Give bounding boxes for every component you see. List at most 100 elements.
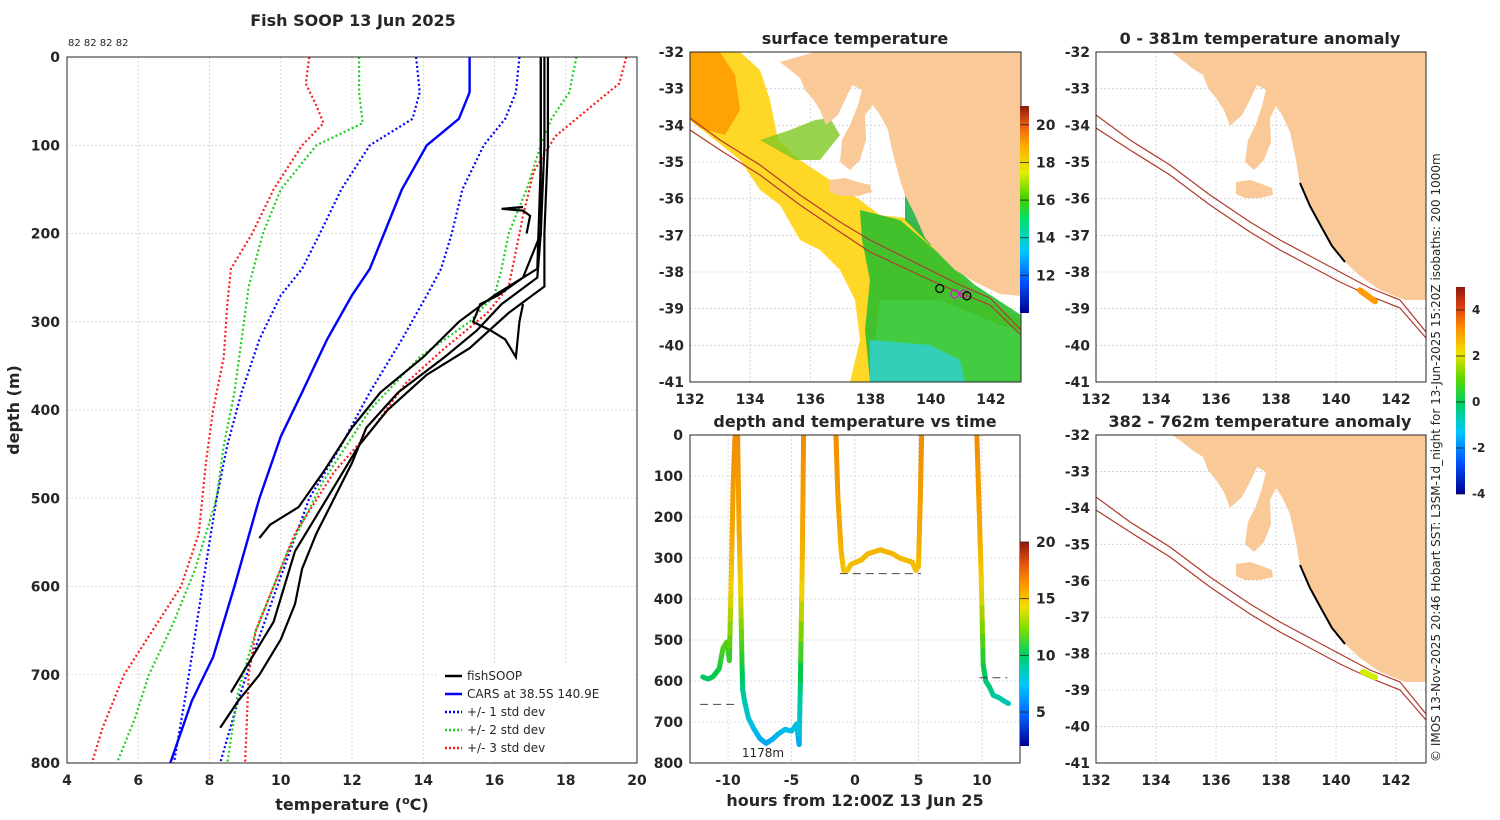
credit-text: © IMOS 13-Nov-2025 20:46 Hobart SST: L3S… bbox=[1429, 153, 1443, 762]
anomaly-deep-land bbox=[1172, 435, 1426, 682]
depth-time-ytick: 500 bbox=[654, 633, 683, 649]
anomaly-deep-ytick: -35 bbox=[1065, 537, 1090, 553]
profile-ytick: 500 bbox=[31, 491, 60, 507]
anomaly-deep-xtick: 134 bbox=[1141, 773, 1170, 789]
anomaly-deep-body bbox=[1096, 435, 1426, 763]
sst-map-xtick: 132 bbox=[675, 392, 704, 408]
profile-xtick: 4 bbox=[62, 773, 72, 789]
anomaly-shallow-panel: 0 - 381m temperature anomaly 132 134 136 13… bbox=[1065, 29, 1427, 408]
anomaly-deep-ytick: -41 bbox=[1065, 756, 1090, 772]
depth-time-xlabel: hours from 12:00Z 13 Jun 25 bbox=[726, 791, 983, 810]
sst-isobath-200 bbox=[690, 117, 1021, 331]
sst-isobath-1000 bbox=[690, 129, 1021, 336]
depth-time-ytick: 200 bbox=[654, 510, 683, 526]
profile-xtick: 18 bbox=[556, 773, 575, 789]
anomaly-deep-title: 382 - 762m temperature anomaly bbox=[1109, 412, 1412, 431]
sst-map-body bbox=[690, 52, 1021, 382]
anomaly-cbar-tick: 2 bbox=[1472, 349, 1480, 363]
profile-ylabel: depth (m) bbox=[4, 365, 23, 455]
depth-time-ytick: 600 bbox=[654, 674, 683, 690]
anomaly-shallow-ytick: -37 bbox=[1065, 228, 1090, 244]
anomaly-deep-ytick: -33 bbox=[1065, 464, 1090, 480]
sst-map-land bbox=[780, 52, 1021, 296]
anomaly-shallow-xtick: 132 bbox=[1081, 392, 1110, 408]
anomaly-shallow-ytick: -32 bbox=[1065, 45, 1090, 61]
cast-marker bbox=[962, 291, 972, 301]
anomaly-deep-ytick: -38 bbox=[1065, 647, 1090, 663]
profile-xlabel: temperature (oC) bbox=[275, 794, 428, 815]
sst-map-ytick: -39 bbox=[659, 302, 684, 318]
depth-time-xtick: 0 bbox=[850, 773, 860, 789]
profile-series--2-std-dev bbox=[115, 57, 364, 763]
sst-map-ytick: -33 bbox=[659, 82, 684, 98]
anomaly-deep-xtick: 142 bbox=[1381, 773, 1410, 789]
cast-marker bbox=[950, 289, 960, 299]
sst-map-ytick: -40 bbox=[659, 338, 685, 354]
sst-map-ytick: -36 bbox=[659, 192, 684, 208]
anomaly-deep-ytick: -39 bbox=[1065, 683, 1090, 699]
sst-map-xtick: 136 bbox=[796, 392, 825, 408]
sst-map-xtick: 138 bbox=[856, 392, 885, 408]
anomaly-deep-ytick: -37 bbox=[1065, 610, 1090, 626]
sst-map-ytick: -34 bbox=[659, 118, 685, 134]
profile-xtick: 6 bbox=[133, 773, 143, 789]
anomaly-deep-track bbox=[1360, 668, 1378, 681]
anomaly-deep-ytick: -34 bbox=[1065, 501, 1091, 517]
sst-map-panel: surface temperature 132 134 136 138 140 142 -3… bbox=[659, 29, 1056, 408]
anomaly-shallow-ytick: -41 bbox=[1065, 375, 1090, 391]
depth-time-cbar-tick: 15 bbox=[1036, 592, 1055, 608]
sst-colorbar bbox=[1020, 106, 1029, 313]
anomaly-cbar-tick: 0 bbox=[1472, 395, 1480, 409]
anomaly-shallow-ytick: -36 bbox=[1065, 192, 1090, 208]
anomaly-shallow-track bbox=[1357, 287, 1378, 305]
depth-time-ytick: 800 bbox=[654, 756, 683, 772]
anomaly-deep-segment bbox=[1360, 668, 1378, 681]
profile-series-fishsoop-cast-3 bbox=[258, 57, 542, 539]
profile-ytick: 400 bbox=[31, 403, 60, 419]
kangaroo-island bbox=[830, 178, 872, 196]
profile-xtick: 12 bbox=[342, 773, 361, 789]
legend-cars: CARS at 38.5S 140.9E bbox=[467, 687, 599, 701]
depth-time-panel: depth and temperature vs time -10 -5 0 5 100… bbox=[654, 412, 1056, 810]
anomaly-shallow-ytick: -39 bbox=[1065, 302, 1090, 318]
legend-box bbox=[438, 664, 634, 760]
profile-panel: Fish SOOP 13 Jun 2025 82 82 82 82 4 6 8 10 1… bbox=[4, 11, 647, 814]
profile-frame bbox=[66, 56, 638, 764]
anomaly-deep-xtick: 132 bbox=[1081, 773, 1110, 789]
anomaly-shallow-ytick: -38 bbox=[1065, 265, 1090, 281]
anomaly-shallow-frame bbox=[1095, 51, 1427, 383]
anomaly-shallow-xtick: 140 bbox=[1321, 392, 1350, 408]
anomaly-shallow-xtick: 138 bbox=[1261, 392, 1290, 408]
profile-ytick: 200 bbox=[31, 227, 60, 243]
anomaly-deep-panel: 382 - 762m temperature anomaly 132 134 136… bbox=[1065, 412, 1427, 789]
anomaly-shallow-ytick: -34 bbox=[1065, 118, 1091, 134]
profile-series--3-std-dev bbox=[244, 57, 628, 763]
depth-time-ytick: 300 bbox=[654, 551, 683, 567]
anomaly-cbar-tick: -4 bbox=[1472, 487, 1485, 501]
max-depth-annotation: 1178m bbox=[742, 746, 784, 760]
anomaly-shallow-title: 0 - 381m temperature anomaly bbox=[1120, 29, 1401, 48]
sst-map-ytick: -35 bbox=[659, 155, 684, 171]
anomaly-deep-frame bbox=[1095, 434, 1427, 764]
anomaly-shallow-isobath-1000 bbox=[1096, 127, 1426, 339]
profile-xtick: 16 bbox=[485, 773, 504, 789]
sst-map-title: surface temperature bbox=[762, 29, 949, 48]
profile-ytick: 700 bbox=[31, 668, 60, 684]
depth-time-ytick: 400 bbox=[654, 592, 683, 608]
cast-marker bbox=[935, 283, 945, 294]
depth-time-series bbox=[700, 435, 1012, 748]
profile-xtick: 8 bbox=[205, 773, 215, 789]
profile-series-cars-at-38-5s-140-9e bbox=[169, 57, 471, 763]
profile-ytick: 300 bbox=[31, 315, 60, 331]
depth-time-xtick: -5 bbox=[784, 773, 800, 789]
depth-time-xtick: 5 bbox=[914, 773, 924, 789]
profile-series bbox=[90, 57, 628, 763]
anomaly-deep-isobath-1000 bbox=[1096, 509, 1426, 721]
depth-time-ytick: 0 bbox=[673, 428, 683, 444]
profile-series--1-std-dev bbox=[172, 57, 421, 763]
legend-std3: +/- 3 std dev bbox=[467, 741, 545, 755]
sst-cbar-tick: 18 bbox=[1036, 155, 1055, 171]
profile-series-fishsoop-cast-2 bbox=[229, 57, 550, 693]
